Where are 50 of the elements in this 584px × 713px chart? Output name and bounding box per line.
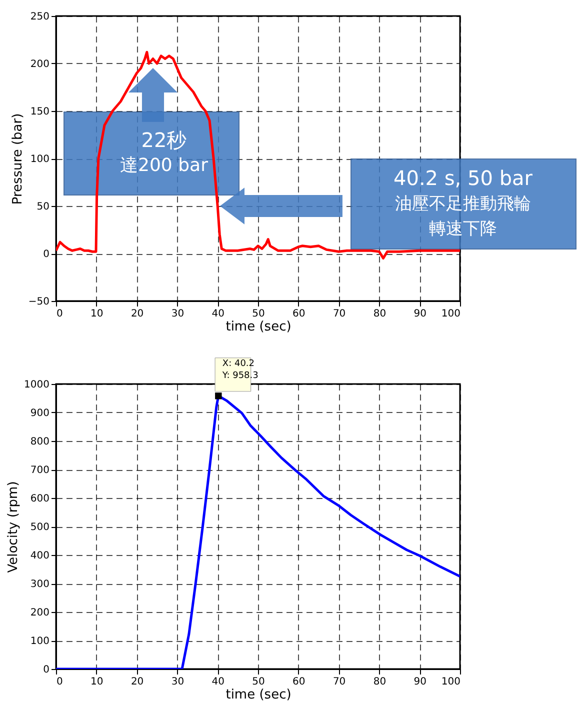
x-axis-title: time (sec) bbox=[226, 688, 292, 702]
y-tick-label: 900 bbox=[30, 408, 50, 419]
x-tick-label: 100 bbox=[441, 308, 460, 320]
annotation: 油壓不足推動飛輪 bbox=[395, 194, 531, 214]
y-tick-label: 150 bbox=[30, 106, 50, 118]
x-tick-label: 100 bbox=[441, 676, 460, 688]
y-tick-label: 100 bbox=[30, 154, 50, 165]
x-tick-label: 40 bbox=[212, 676, 224, 688]
y-tick-label: 700 bbox=[30, 465, 50, 476]
annotation: 22秒 bbox=[141, 128, 187, 152]
x-tick-label: 70 bbox=[332, 308, 346, 320]
x-tick-label: 10 bbox=[90, 308, 104, 320]
annotation: 轉速下降 bbox=[429, 219, 497, 239]
x-tick-label: 20 bbox=[130, 308, 144, 320]
annotation: 40.2 s, 50 bar bbox=[393, 166, 534, 190]
y-tick-label: −50 bbox=[28, 296, 50, 308]
y-tick-label: 200 bbox=[30, 608, 50, 618]
x-tick-label: 90 bbox=[414, 308, 426, 320]
x-tick-label: 80 bbox=[373, 308, 386, 320]
x-axis-title: time (sec) bbox=[226, 320, 292, 334]
x-tick-label: 0 bbox=[56, 308, 63, 320]
y-tick-label: 100 bbox=[30, 636, 50, 647]
x-tick-label: 80 bbox=[373, 676, 386, 688]
y-tick-label: 250 bbox=[30, 12, 50, 22]
x-tick-label: 0 bbox=[56, 676, 63, 688]
x-tick-label: 40 bbox=[212, 308, 224, 320]
x-tick-label: 70 bbox=[332, 676, 346, 688]
annotation: 達200 bar bbox=[120, 155, 209, 176]
y-tick-label: 0 bbox=[43, 664, 50, 676]
y-tick-label: 1000 bbox=[24, 380, 50, 390]
x-tick-label: 50 bbox=[252, 308, 265, 320]
x-tick-label: 60 bbox=[292, 676, 306, 688]
x-tick-label: 90 bbox=[414, 676, 426, 688]
x-tick-label: 30 bbox=[171, 676, 184, 688]
x-tick-label: 10 bbox=[90, 676, 104, 688]
x-tick-label: 60 bbox=[292, 308, 306, 320]
x-tick-label: 20 bbox=[130, 676, 144, 688]
annotation: X: 40.2 Y: 958.3 bbox=[221, 358, 258, 381]
y-tick-label: 500 bbox=[30, 522, 50, 533]
x-tick-label: 30 bbox=[171, 308, 184, 320]
y-tick-label: 0 bbox=[43, 249, 50, 260]
y-axis-title: Velocity (rpm) bbox=[6, 481, 22, 573]
x-tick-label: 50 bbox=[252, 676, 265, 688]
y-tick-label: 200 bbox=[30, 59, 50, 70]
y-tick-label: 600 bbox=[30, 494, 50, 504]
y-tick-label: 300 bbox=[30, 579, 50, 590]
y-tick-label: 400 bbox=[30, 550, 50, 562]
y-tick-label: 800 bbox=[30, 436, 50, 448]
y-tick-label: 50 bbox=[36, 202, 50, 212]
y-axis-title: Pressure (bar) bbox=[10, 113, 26, 205]
